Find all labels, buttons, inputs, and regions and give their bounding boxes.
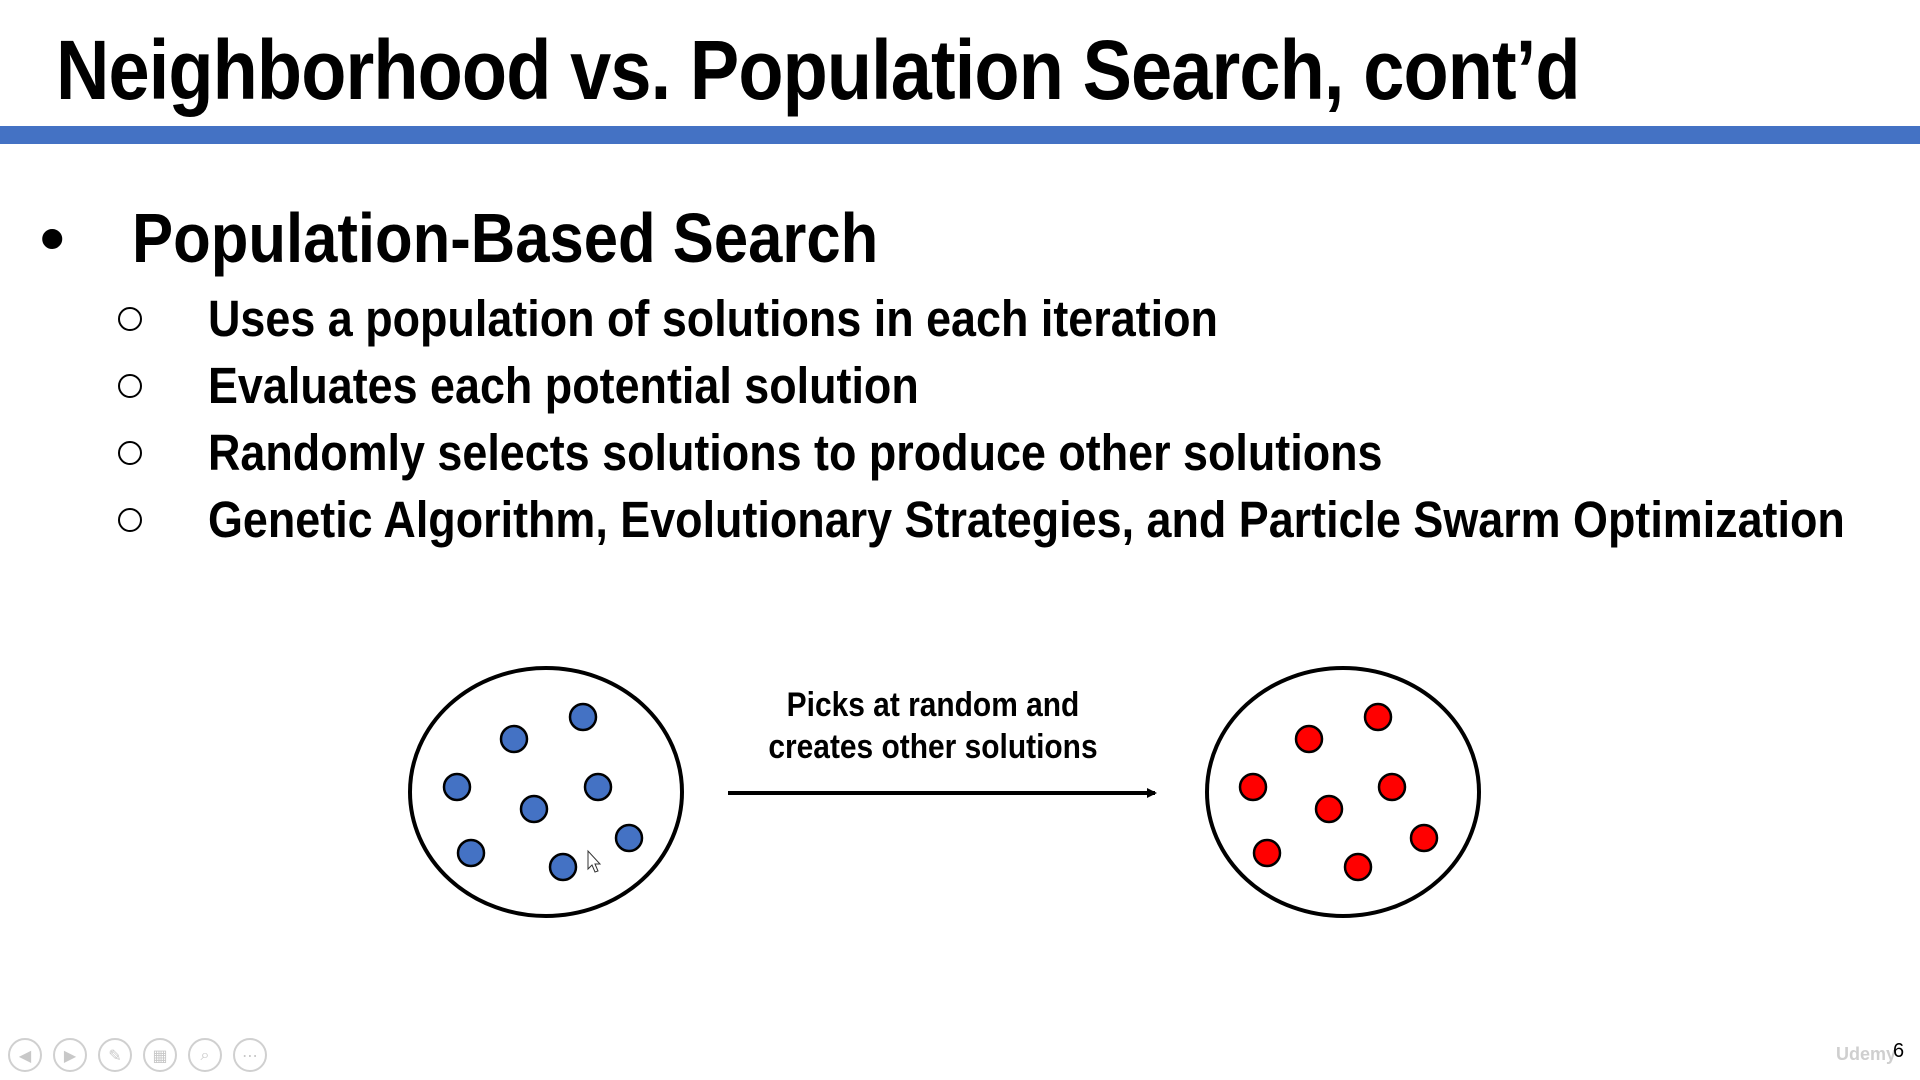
pen-icon[interactable]: ✎ <box>98 1038 132 1072</box>
zoom-icon[interactable]: ⌕ <box>188 1038 222 1072</box>
slides-icon[interactable]: ▦ <box>143 1038 177 1072</box>
solution-dot-red <box>1377 772 1407 802</box>
bullet-heading-text: Population-Based Search <box>132 199 879 277</box>
title-accent-bar <box>0 126 1920 144</box>
more-icon[interactable]: ⋯ <box>233 1038 267 1072</box>
sub-bullet: Uses a population of solutions in each i… <box>112 285 1920 352</box>
bullet-heading: • Population-Based Search <box>40 198 980 278</box>
sub-bullet-text: Evaluates each potential solution <box>208 357 919 414</box>
udemy-watermark-logo: Udemy <box>1836 1044 1897 1064</box>
hollow-circle-bullet-icon <box>118 507 142 532</box>
presentation-toolbar: ◀ ▶ ✎ ▦ ⌕ ⋯ <box>8 1038 267 1072</box>
new-population-boundary <box>1205 666 1481 918</box>
hollow-circle-bullet-icon <box>118 373 142 398</box>
arrow-label-line-2: creates other solutions <box>768 728 1098 766</box>
hollow-circle-bullet-icon <box>118 440 142 465</box>
solution-dot-blue <box>614 823 644 853</box>
sub-bullet: Randomly selects solutions to produce ot… <box>112 419 1920 486</box>
solution-dot-blue <box>548 852 578 882</box>
mouse-cursor-icon <box>587 849 602 873</box>
solution-dot-red <box>1294 724 1324 754</box>
sub-bullet: Genetic Algorithm, Evolutionary Strategi… <box>112 486 1920 553</box>
hollow-circle-bullet-icon <box>118 306 142 331</box>
arrow-label: Picks at random and creates other soluti… <box>733 684 1133 768</box>
sub-bullet-text: Uses a population of solutions in each i… <box>208 290 1218 347</box>
solution-dot-blue <box>499 724 529 754</box>
initial-population-boundary <box>408 666 684 918</box>
solution-dot-red <box>1252 838 1282 868</box>
solution-dot-red <box>1314 794 1344 824</box>
arrow-label-line-1: Picks at random and <box>786 686 1080 724</box>
solution-dot-red <box>1238 772 1268 802</box>
initial-population <box>408 666 684 918</box>
solution-dot-blue <box>519 794 549 824</box>
sub-bullet-text: Randomly selects solutions to produce ot… <box>208 424 1383 481</box>
solution-dot-blue <box>442 772 472 802</box>
new-population <box>1205 666 1481 918</box>
next-icon[interactable]: ▶ <box>53 1038 87 1072</box>
solution-dot-red <box>1409 823 1439 853</box>
solution-dot-red <box>1363 702 1393 732</box>
sub-bullet-list: Uses a population of solutions in each i… <box>112 285 1920 553</box>
sub-bullet-text: Genetic Algorithm, Evolutionary Strategi… <box>208 491 1845 548</box>
solution-dot-blue <box>568 702 598 732</box>
slide-title: Neighborhood vs. Population Search, cont… <box>56 23 1581 117</box>
page-number: 6 <box>1893 1040 1905 1062</box>
solution-dot-blue <box>456 838 486 868</box>
previous-icon[interactable]: ◀ <box>8 1038 42 1072</box>
solution-dot-blue <box>583 772 613 802</box>
bullet-dot: • <box>40 199 65 277</box>
solution-dot-red <box>1343 852 1373 882</box>
sub-bullet: Evaluates each potential solution <box>112 352 1920 419</box>
